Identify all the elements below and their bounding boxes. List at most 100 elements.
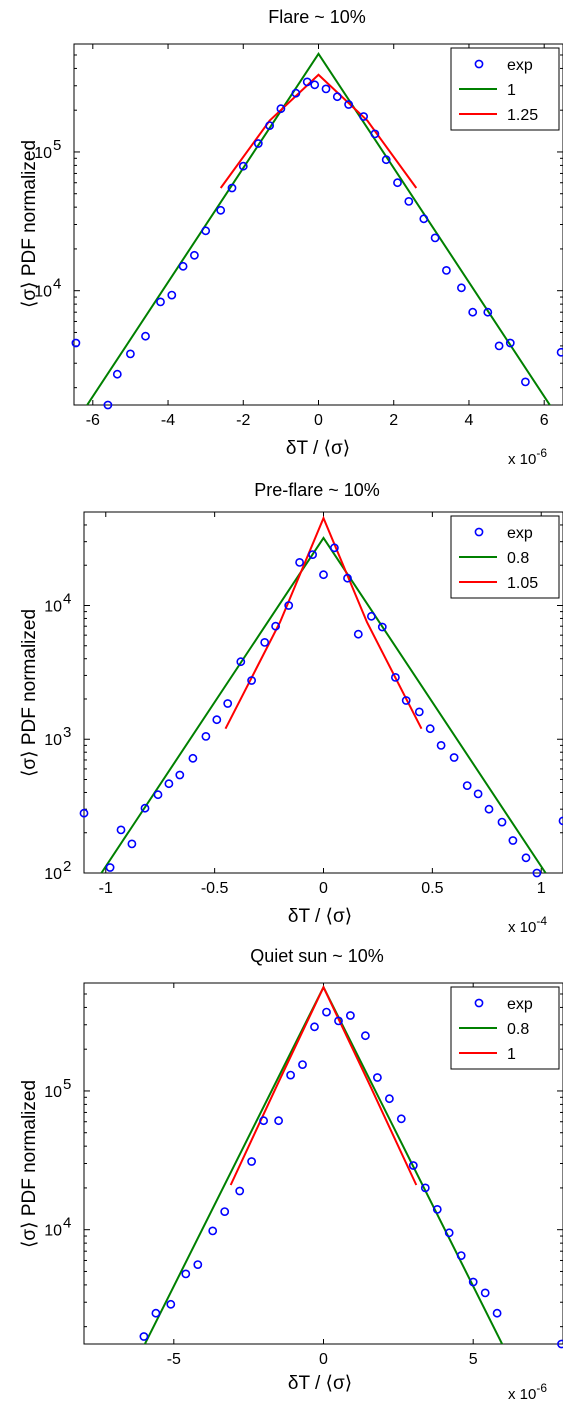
x-exponent: x 10-6 [508,446,547,468]
series-line-1 [85,51,552,405]
y-tick-exponent: 2 [63,858,71,875]
x-tick-label: 0 [319,1351,328,1368]
data-point [238,161,248,171]
y-tick-label: 10 [44,732,62,749]
legend-label: 1.05 [507,575,538,592]
data-point [220,1207,230,1216]
data-point [359,112,368,121]
data-point [558,816,563,826]
data-point [462,781,472,790]
y-tick-exponent: 5 [63,1076,71,1093]
data-point [483,307,493,317]
data-point [260,638,270,647]
data-point [166,1299,176,1309]
y-tick-label: 10 [44,1223,62,1240]
data-point [419,214,429,224]
data-point [223,699,233,708]
data-point [484,804,494,814]
data-point [381,155,391,165]
data-point [377,622,387,632]
data-point [284,601,294,610]
data-point [167,290,177,300]
data-point [414,707,424,717]
data-point [432,1205,442,1214]
x-tick-label: -0.5 [201,880,229,897]
data-point [372,1073,382,1082]
data-point [370,129,380,139]
data-point [556,347,563,357]
data-point [420,1183,430,1193]
y-tick-exponent: 4 [63,590,71,607]
data-point [497,817,507,827]
chart-title: Pre-flare ~ 10% [254,480,380,500]
data-point [216,205,226,215]
data-point [274,1116,283,1126]
data-point [508,836,518,845]
data-point [201,732,211,741]
data-point [390,673,400,682]
x-tick-label: 4 [465,412,474,429]
data-point [125,349,135,359]
data-point [468,307,478,317]
data-point [473,789,483,799]
data-point [505,338,515,348]
x-tick-label: 1 [537,880,546,897]
y-tick-label: 10 [44,598,62,615]
data-point [236,657,246,667]
y-tick-label: 10 [44,866,62,883]
data-point [112,369,122,379]
data-point [247,676,256,685]
x-tick-label: 0 [314,412,323,429]
data-point [208,1226,218,1236]
x-tick-label: -4 [161,412,175,429]
legend-label: 0.8 [507,1021,529,1038]
data-point [271,621,280,631]
data-point [444,1228,454,1238]
data-point [468,1277,478,1287]
data-point [396,1114,406,1124]
x-tick-label: -6 [86,412,100,429]
data-point [139,1332,149,1341]
x-tick-label: -5 [167,1351,181,1368]
x-tick-label: -2 [236,412,250,429]
data-point [310,80,320,90]
y-tick-exponent: 4 [63,1215,71,1232]
data-point [291,88,301,98]
legend: exp 0.8 1.05 [450,515,560,599]
data-point [156,297,165,307]
legend-label: 0.8 [507,550,529,567]
data-point [425,724,435,734]
data-point [384,1094,394,1104]
y-axis-label: ⟨σ⟩ PDF normalized [19,140,40,308]
data-point [212,715,222,725]
x-tick-label: -1 [99,880,113,897]
data-point [366,611,376,621]
y-axis-label: ⟨σ⟩ PDF normalized [19,1080,40,1248]
series-line-1.25 [219,73,418,189]
y-tick-label: 10 [44,1084,62,1101]
data-point [456,283,466,293]
data-point [492,1308,502,1318]
data-point [286,1070,295,1080]
plot-area [79,515,563,878]
y-axis-label: ⟨σ⟩ PDF normalized [19,609,40,777]
data-point [79,808,89,818]
data-point [456,1251,466,1260]
x-tick-label: 5 [469,1351,478,1368]
data-point [310,1022,319,1032]
legend: exp 1 1.25 [450,47,560,131]
data-point [319,570,328,580]
data-point [480,1288,490,1298]
legend-label: exp [507,525,533,542]
data-point [322,1007,331,1017]
data-point [188,753,198,763]
data-point [343,573,352,583]
data-point [151,1308,161,1318]
data-point [103,400,113,410]
data-point [345,1011,355,1020]
legend-label: 1 [507,82,516,99]
